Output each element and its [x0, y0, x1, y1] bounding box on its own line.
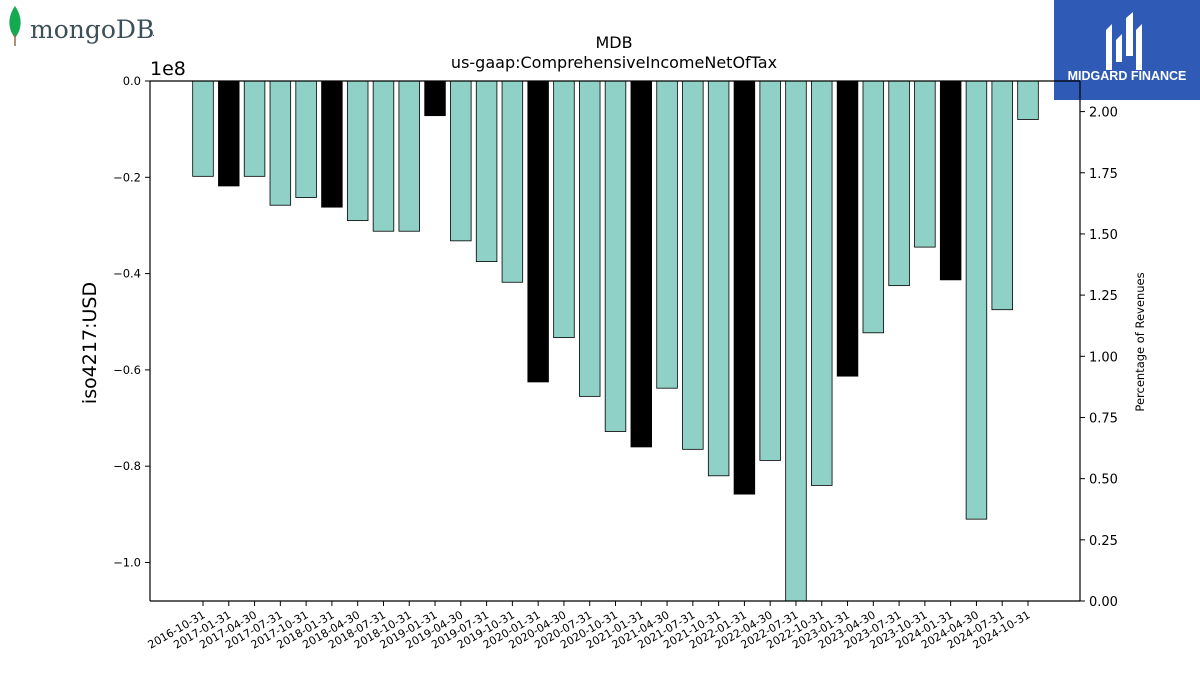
bar-2021-01-31 [630, 80, 652, 448]
bar-2022-04-30 [759, 80, 781, 461]
bar-2017-07-31 [269, 80, 292, 206]
midgard-finance-emblem-icon [1106, 12, 1142, 70]
bar-2018-04-30 [346, 80, 369, 222]
y-tick-label: −1.0 [113, 555, 141, 569]
bar-2024-01-31 [939, 80, 962, 281]
bar-2021-04-30 [656, 80, 678, 389]
y2-tick-label: 1.25 [1089, 289, 1118, 304]
y2-tick-label: 1.75 [1089, 167, 1118, 182]
bar-2020-04-30 [553, 80, 575, 339]
bar-2024-07-31 [991, 80, 1013, 311]
y2-tick-label: 0.50 [1089, 473, 1118, 488]
y-tick-label: −0.2 [113, 170, 141, 184]
mongodb-wordmark-dot: . [152, 29, 155, 39]
bar-2024-10-31 [1017, 80, 1039, 120]
y-tick-label: 0.0 [123, 74, 141, 88]
y2-tick-label: 0.00 [1089, 595, 1118, 610]
bar-2017-01-31 [218, 80, 240, 187]
bar-2022-10-31 [811, 80, 833, 486]
mongodb-logo: mongoDB . [4, 4, 174, 48]
chart-title: MDB [595, 33, 632, 52]
y2-axis-label: Percentage of Revenues [1133, 272, 1147, 411]
bar-2023-10-31 [914, 80, 936, 248]
bar-2020-07-31 [579, 80, 601, 397]
x-ticks-group: 2016-10-312017-01-312017-04-302017-07-31… [146, 601, 1033, 652]
y2-tick-label: 0.75 [1089, 411, 1118, 426]
y-axis-label: iso4217:USD [79, 282, 101, 404]
bar-2023-07-31 [888, 80, 910, 287]
bar-2024-04-30 [965, 80, 988, 520]
mongodb-leaf-icon: mongoDB . [9, 6, 155, 46]
bar-2023-01-31 [836, 80, 859, 377]
y2-tick-label: 1.00 [1089, 350, 1118, 365]
bar-2022-01-31 [733, 80, 756, 495]
bar-2019-01-31 [424, 80, 446, 117]
bar-2017-10-31 [295, 80, 317, 198]
y-offset-label: 1e8 [150, 58, 186, 80]
bar-2020-10-31 [604, 80, 627, 432]
bar-2018-01-31 [321, 80, 343, 208]
bar-2018-07-31 [372, 80, 395, 232]
bar-2018-10-31 [398, 80, 420, 232]
midgard-finance-wordmark: MIDGARD FINANCE [1068, 69, 1187, 83]
mongodb-wordmark: mongoDB [30, 15, 154, 44]
y2-ticks-group: 0.00 0.25 0.50 0.75 1.00 1.25 1.50 1.75 2.00 [1080, 106, 1118, 610]
y-tick-label: −0.8 [113, 459, 141, 473]
bar-2017-04-30 [243, 80, 266, 177]
bar-2019-07-31 [475, 80, 498, 262]
bars-group [192, 80, 1039, 602]
y2-tick-label: 2.00 [1089, 106, 1118, 121]
bar-2021-07-31 [682, 80, 704, 450]
bar-2019-04-30 [450, 80, 472, 242]
y-tick-label: −0.4 [113, 267, 141, 281]
bar-2020-01-31 [527, 80, 549, 383]
bar-2023-04-30 [862, 80, 885, 334]
bar-2022-07-31 [785, 80, 807, 602]
bar-2021-10-31 [707, 80, 730, 477]
chart-subtitle: us-gaap:ComprehensiveIncomeNetOfTax [451, 53, 777, 72]
y2-tick-label: 0.25 [1089, 534, 1118, 549]
y-tick-label: −0.6 [113, 363, 141, 377]
bar-2019-10-31 [501, 80, 524, 283]
y-ticks-group: 0.0 −0.2 −0.4 −0.6 −0.8 −1.0 [113, 74, 150, 569]
midgard-finance-logo: MIDGARD FINANCE [1054, 0, 1200, 100]
bar-2016-10-31 [192, 80, 214, 177]
y2-tick-label: 1.50 [1089, 228, 1118, 243]
